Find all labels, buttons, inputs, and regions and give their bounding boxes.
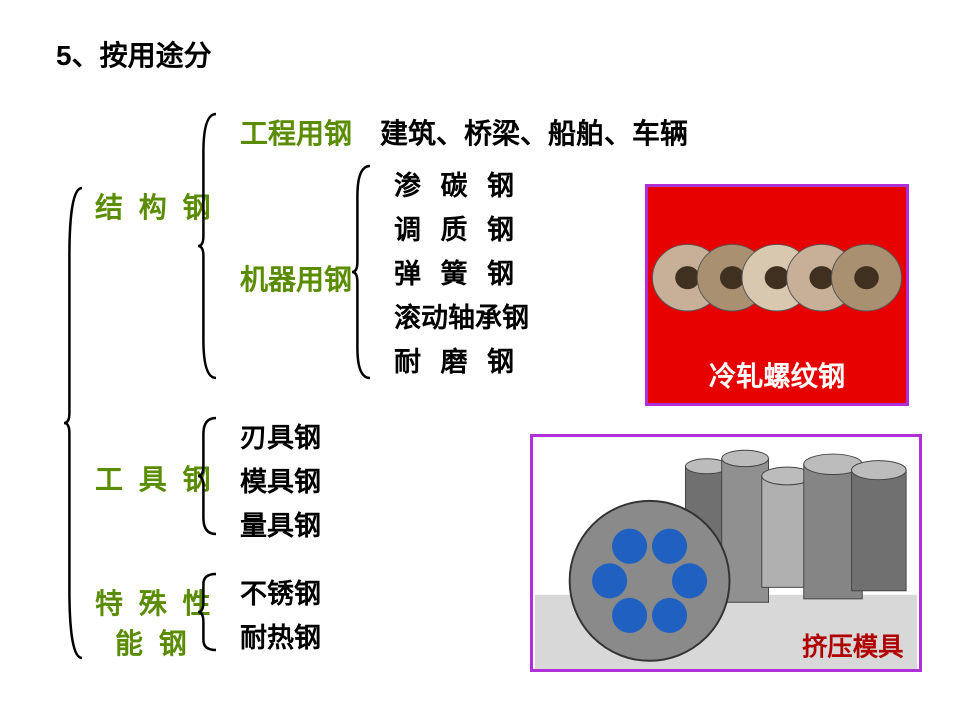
brace: [198, 416, 216, 536]
image-extrusion-graphic: 挤压模具: [533, 437, 919, 669]
brace: [64, 186, 82, 660]
image-coldrolled-graphic: 冷轧螺纹钢: [648, 187, 906, 403]
category-tool: 工 具 钢: [95, 458, 215, 498]
item-machine-2: 弹 簧 钢: [394, 252, 520, 291]
subcategory-engineering-extra: 建筑、桥梁、船舶、车辆: [380, 112, 688, 152]
image-extrusion-caption: 挤压模具: [802, 632, 904, 661]
category-special-line1: 能 钢: [115, 622, 191, 662]
brace: [198, 112, 216, 380]
item-machine-1: 调 质 钢: [394, 208, 520, 247]
section-title: 5、按用途分: [56, 34, 212, 74]
subcategory-machine: 机器用钢: [240, 258, 352, 298]
subcategory-engineering: 工程用钢: [240, 112, 352, 152]
item-tool-2: 量具钢: [240, 504, 321, 543]
item-special-0: 不锈钢: [240, 572, 321, 611]
image-extrusion: 挤压模具: [530, 434, 922, 672]
category-structural: 结 构 钢: [95, 186, 215, 226]
item-machine-3: 滚动轴承钢: [394, 296, 529, 335]
brace: [198, 572, 216, 652]
category-special-line0: 特 殊 性: [95, 582, 215, 622]
item-machine-4: 耐 磨 钢: [394, 340, 520, 379]
item-tool-0: 刃具钢: [240, 416, 321, 455]
image-coldrolled: 冷轧螺纹钢: [645, 184, 909, 406]
item-special-1: 耐热钢: [240, 616, 321, 655]
item-tool-1: 模具钢: [240, 460, 321, 499]
brace: [352, 164, 370, 380]
image-coldrolled-caption: 冷轧螺纹钢: [709, 360, 845, 391]
item-machine-0: 渗 碳 钢: [394, 164, 520, 203]
